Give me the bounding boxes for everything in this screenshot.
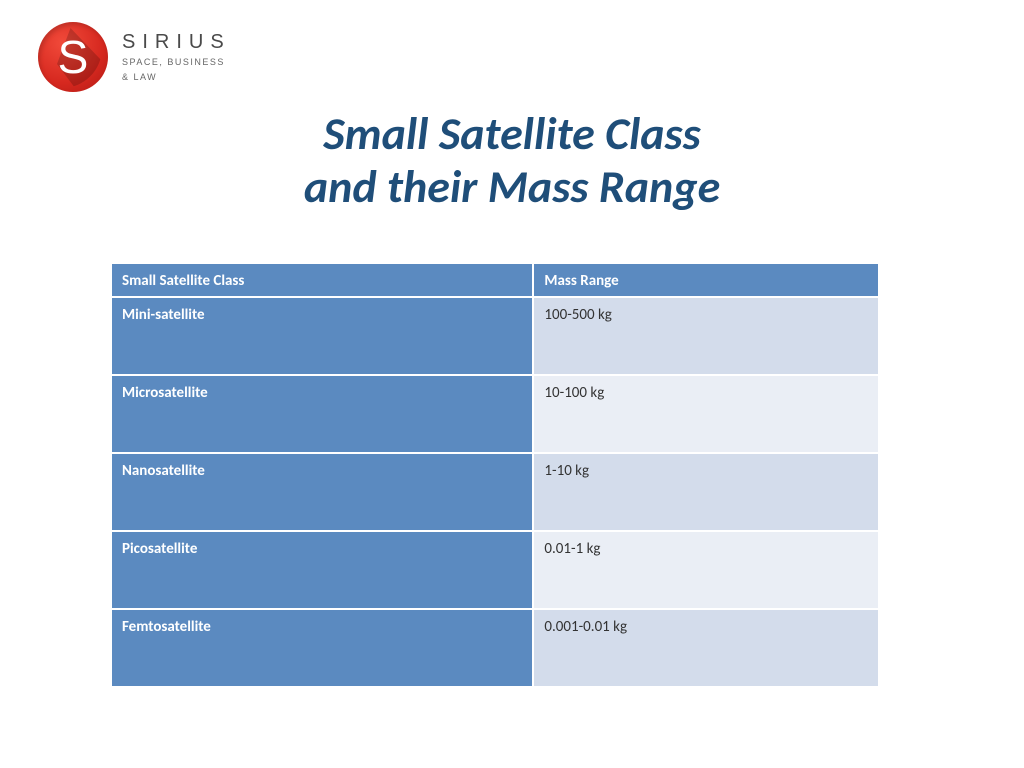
logo-tagline-1: SPACE, BUSINESS [122, 56, 231, 69]
col-header-mass: Mass Range [533, 263, 879, 297]
cell-mass: 0.01-1 kg [533, 531, 879, 609]
cell-mass: 0.001-0.01 kg [533, 609, 879, 687]
table-row: Nanosatellite 1-10 kg [111, 453, 879, 531]
cell-mass: 10-100 kg [533, 375, 879, 453]
title-line-2: and their Mass Range [304, 159, 720, 215]
table-row: Mini-satellite 100-500 kg [111, 297, 879, 375]
page-title: Small Satellite Class and their Mass Ran… [0, 108, 1024, 214]
cell-class: Picosatellite [111, 531, 533, 609]
table-header-row: Small Satellite Class Mass Range [111, 263, 879, 297]
col-header-class: Small Satellite Class [111, 263, 533, 297]
logo-brand: SIRIUS [122, 31, 231, 54]
title-line-1: Small Satellite Class [323, 106, 701, 162]
cell-mass: 1-10 kg [533, 453, 879, 531]
cell-mass: 100-500 kg [533, 297, 879, 375]
satellite-class-table: Small Satellite Class Mass Range Mini-sa… [110, 262, 880, 688]
cell-class: Nanosatellite [111, 453, 533, 531]
table-row: Picosatellite 0.01-1 kg [111, 531, 879, 609]
logo-badge: S [38, 22, 108, 92]
logo-tagline-2: & LAW [122, 71, 231, 84]
cell-class: Mini-satellite [111, 297, 533, 375]
logo-text-block: SIRIUS SPACE, BUSINESS & LAW [122, 31, 231, 83]
table-row: Microsatellite 10-100 kg [111, 375, 879, 453]
logo: S SIRIUS SPACE, BUSINESS & LAW [38, 22, 231, 92]
cell-class: Femtosatellite [111, 609, 533, 687]
cell-class: Microsatellite [111, 375, 533, 453]
logo-letter: S [58, 34, 89, 80]
table-row: Femtosatellite 0.001-0.01 kg [111, 609, 879, 687]
